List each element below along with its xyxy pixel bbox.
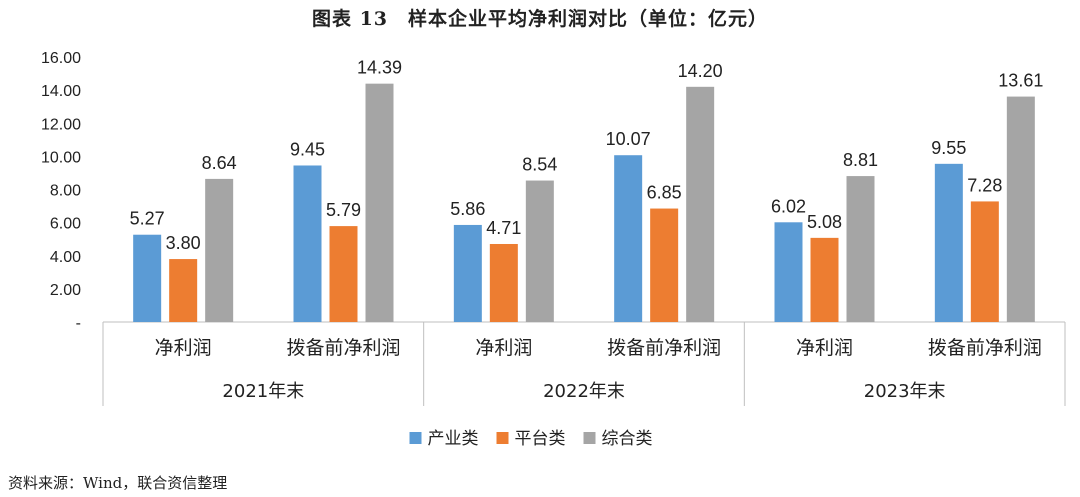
y-tick-label: 12.00 <box>41 116 81 133</box>
bar <box>293 165 322 322</box>
y-tick-label: 6.00 <box>50 216 81 233</box>
data-label: 8.64 <box>202 153 237 173</box>
bar <box>934 163 963 322</box>
data-label: 5.86 <box>450 199 485 219</box>
data-label: 14.39 <box>357 58 402 78</box>
data-label: 4.71 <box>486 218 521 238</box>
category-label: 拨备前净利润 <box>607 337 721 359</box>
bar <box>329 226 358 322</box>
data-labels: 5.273.80 8.64 9.45 5.79 14.39 5.864.71 8.54 10.… <box>130 58 1044 253</box>
legend-label: 产业类 <box>428 429 479 449</box>
category-label: 净利润 <box>796 337 853 359</box>
y-tick-label: 4.00 <box>50 249 81 266</box>
y-tick-label: 16.00 <box>41 50 81 67</box>
group-label: 2021年末 <box>222 381 304 402</box>
data-label: 5.08 <box>807 212 842 232</box>
data-label: 14.20 <box>678 61 723 81</box>
category-label: 净利润 <box>155 337 212 359</box>
group-label: 2023年末 <box>864 381 946 402</box>
data-label: 6.02 <box>771 196 806 216</box>
bars <box>133 83 1035 323</box>
y-tick-label: 14.00 <box>41 83 81 100</box>
bar <box>686 86 715 322</box>
data-label: 10.07 <box>606 129 651 149</box>
data-label: 8.81 <box>843 150 878 170</box>
bar <box>970 201 999 322</box>
legend-swatch <box>409 432 422 444</box>
data-label: 6.85 <box>647 183 682 203</box>
data-label: 13.61 <box>998 71 1043 91</box>
data-label: 5.79 <box>326 200 361 220</box>
group-label: 2022年末 <box>543 381 625 402</box>
y-tick-label: 8.00 <box>50 183 81 200</box>
bar <box>846 176 875 322</box>
bar <box>614 155 643 322</box>
legend-swatch <box>583 432 596 444</box>
bar <box>810 237 839 322</box>
bar <box>1006 96 1035 322</box>
bar <box>169 259 198 322</box>
y-tick-label: 2.00 <box>50 282 81 299</box>
bar <box>365 83 394 323</box>
chart-title: 图表 13 样本企业平均净利润对比（单位：亿元） <box>311 8 769 30</box>
legend-label: 平台类 <box>515 429 566 449</box>
category-label: 净利润 <box>475 337 532 359</box>
bar <box>205 178 234 322</box>
y-tick-label: 10.00 <box>41 149 81 166</box>
bar <box>133 234 162 322</box>
legend-swatch <box>496 432 509 444</box>
data-label: 3.80 <box>166 233 201 253</box>
data-label: 7.28 <box>967 175 1002 195</box>
data-label: 9.55 <box>931 138 966 158</box>
axes: - 2.00 4.00 6.00 8.00 10.00 12.00 14.00 16.00 净利润… <box>41 50 1066 406</box>
legend: 产业类 平台类 综合类 <box>409 429 653 449</box>
bar <box>525 180 554 322</box>
legend-label: 综合类 <box>602 429 653 449</box>
bar <box>774 222 803 322</box>
bar <box>453 224 482 322</box>
category-label: 拨备前净利润 <box>928 337 1042 359</box>
bar <box>650 208 679 322</box>
source-note: 资料来源：Wind，联合资信整理 <box>8 474 228 492</box>
category-label: 拨备前净利润 <box>286 337 400 359</box>
data-label: 8.54 <box>522 155 557 175</box>
data-label: 9.45 <box>290 139 325 159</box>
y-tick-label: - <box>76 315 81 332</box>
bar <box>489 243 518 322</box>
data-label: 5.27 <box>130 209 165 229</box>
